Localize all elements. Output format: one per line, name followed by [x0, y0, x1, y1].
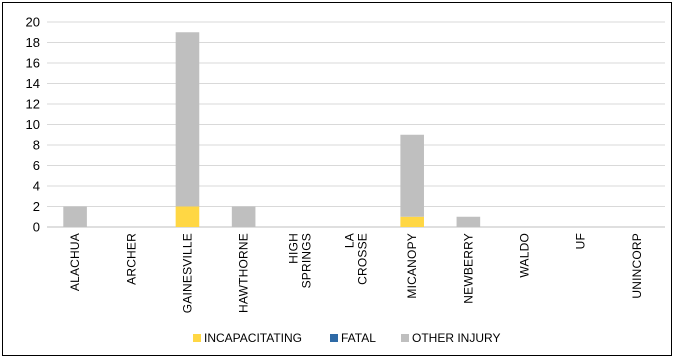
x-category-label: LA — [343, 233, 357, 248]
legend-label: FATAL — [341, 331, 376, 345]
x-category-label: CROSSE — [356, 233, 370, 285]
x-category-label: SPRINGS — [299, 233, 313, 288]
x-category-label: MICANOPY — [405, 233, 419, 299]
chart-area — [2, 2, 672, 356]
bars — [63, 32, 481, 227]
x-category-label: HAWTHORNE — [237, 233, 251, 313]
y-tick-label: 20 — [26, 15, 40, 30]
bar-other-injury — [175, 32, 200, 207]
y-tick-label: 14 — [26, 76, 40, 91]
x-category-label: NEWBERRY — [461, 233, 475, 304]
y-tick-label: 10 — [26, 117, 40, 132]
y-tick-label: 4 — [33, 179, 40, 194]
y-tick-label: 8 — [33, 138, 40, 153]
bar-incapacitating — [400, 216, 424, 227]
legend-label: OTHER INJURY — [412, 331, 500, 345]
x-category-label: UF — [574, 233, 588, 249]
bar-incapacitating — [175, 206, 200, 227]
legend-swatch — [401, 334, 409, 342]
y-tick-label: 18 — [26, 35, 40, 50]
x-category-label: GAINESVILLE — [180, 233, 194, 313]
x-category-label: ALACHUA — [68, 233, 82, 291]
y-tick-label: 0 — [33, 220, 40, 235]
x-category-label: ARCHER — [124, 233, 138, 285]
y-tick-label: 6 — [33, 158, 40, 173]
x-category-label: HIGH — [286, 233, 300, 264]
bar-other-injury — [63, 206, 87, 227]
bar-other-injury — [456, 216, 481, 227]
y-tick-label: 12 — [26, 97, 40, 112]
bar-other-injury — [400, 134, 424, 217]
legend: INCAPACITATING FATAL OTHER INJURY — [193, 331, 500, 345]
y-tick-label: 16 — [26, 56, 40, 71]
legend-swatch — [193, 334, 201, 342]
legend-swatch — [330, 334, 338, 342]
axes: 0 2 4 6 8 10 12 14 16 18 20 ALACHUA ARCHER GAINESVILL… — [26, 15, 644, 314]
y-tick-label: 2 — [33, 199, 40, 214]
legend-label: INCAPACITATING — [204, 331, 302, 345]
x-category-label: UNINCORP — [630, 233, 644, 299]
bar-other-injury — [231, 206, 256, 227]
x-category-label: WALDO — [518, 233, 532, 278]
gridlines — [47, 21, 665, 228]
